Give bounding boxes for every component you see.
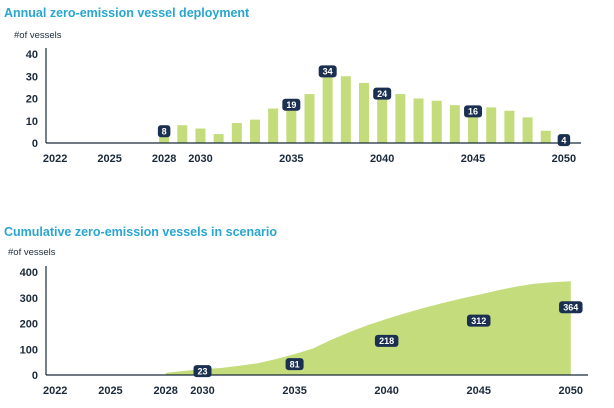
data-label-2040: 218 [379,336,394,346]
bar-2041 [395,94,406,143]
bar-2043 [431,100,442,143]
bar-2035 [286,100,297,143]
y-tick-label: 40 [26,49,38,61]
data-label-2040: 24 [377,89,387,99]
data-label-2045: 312 [471,316,486,326]
x-tick-label-2022: 2022 [43,385,67,397]
x-tick-label-2028: 2028 [153,385,177,397]
data-label-bg-2035 [285,358,304,371]
data-label-bg-2028 [157,125,171,138]
bar-2048 [522,117,533,143]
y-tick-label: 300 [20,293,38,305]
y-tick-label: 400 [20,267,38,279]
x-tick-label-2035: 2035 [279,153,303,165]
y-tick-label: 100 [20,344,38,356]
x-tick-label-2050: 2050 [559,385,583,397]
data-label-bg-2037 [318,65,337,78]
x-tick-label-2025: 2025 [98,385,122,397]
bar-2046 [486,107,497,143]
data-label-bg-2045 [466,314,491,327]
data-label-2030: 23 [198,366,208,376]
bar-2031 [213,134,224,143]
data-label-2035: 19 [286,100,296,110]
data-label-2050: 364 [563,303,578,313]
x-tick-label-2035: 2035 [282,385,306,397]
area-series [165,281,571,375]
bar-2034 [268,108,279,143]
y-tick-label: 10 [26,116,38,128]
bar-2049 [540,130,551,143]
bar-2040 [377,89,388,143]
x-tick-label-2030: 2030 [190,385,214,397]
data-label-bg-2040 [373,87,392,100]
chart-2-unit-label: #of vessels [8,247,56,258]
y-tick-label: 20 [26,94,38,106]
y-tick-label: 0 [32,370,38,382]
y-tick-label: 30 [26,71,38,83]
y-tick-label: 200 [20,319,38,331]
x-tick-label-2045: 2045 [466,385,490,397]
x-tick-label-2030: 2030 [188,153,212,165]
x-tick-label-2040: 2040 [374,385,398,397]
data-label-bg-2050 [559,301,583,314]
data-label-2045: 16 [468,107,478,117]
data-label-bg-2040 [374,334,399,347]
x-tick-label-2022: 2022 [43,153,67,165]
data-label-2028: 8 [162,127,167,137]
data-label-2037: 34 [323,67,333,77]
data-label-2035: 81 [290,359,300,369]
data-label-bg-2035 [282,98,301,111]
data-label-bg-2045 [464,105,483,118]
x-tick-label-2040: 2040 [370,153,394,165]
bar-2047 [504,110,515,143]
x-tick-label-2025: 2025 [97,153,121,165]
chart-2-title: Cumulative zero-emission vessels in scen… [4,225,278,239]
bar-2039 [359,82,370,143]
bar-2044 [449,105,460,143]
data-label-bg-2030 [193,365,212,378]
x-tick-label-2045: 2045 [461,153,485,165]
x-tick-label-2050: 2050 [552,153,576,165]
data-label-2050: 4 [561,135,566,145]
bar-2029 [177,125,188,143]
chart-1-unit-label: #of vessels [14,30,62,41]
x-tick-label-2028: 2028 [152,153,176,165]
y-tick-label: 0 [32,138,38,150]
data-label-bg-2050 [557,134,571,147]
bar-2037 [322,67,333,143]
bar-2033 [249,119,260,143]
bar-2036 [304,94,315,143]
bar-2032 [231,122,242,143]
chart-1-title: Annual zero-emission vessel deployment [4,6,250,20]
bar-2042 [413,98,424,143]
cumulative-vessels-area-chart: 0 100 200 300 400 2022 2025 2028 2030 2035 2040 204… [20,266,588,397]
bar-2030 [195,128,206,143]
bar-2038 [340,76,351,143]
bar-2045 [468,107,479,143]
